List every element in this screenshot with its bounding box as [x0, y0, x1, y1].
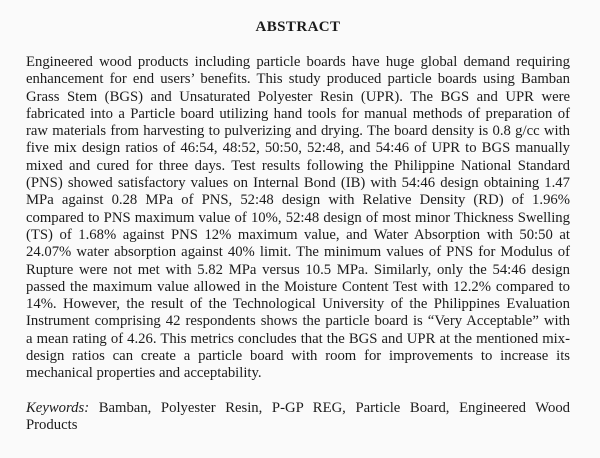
abstract-paragraph: Engineered wood products including parti…	[26, 54, 570, 383]
abstract-line: mixed and cured for three days. Test res…	[26, 157, 570, 174]
abstract-line: enhancement for end users’ benefits. Thi…	[26, 71, 570, 88]
keywords-section: Keywords: Bamban, Polyester Resin, P-GP …	[26, 400, 570, 435]
abstract-line: 24.07% water absorption against 40% limi…	[26, 244, 570, 261]
abstract-line: passed the maximum value allowed in the …	[26, 278, 570, 295]
abstract-line: compared to PNS maximum value of 10%, 52…	[26, 209, 570, 226]
abstract-line: (TS) of 1.68% against PNS 12% maximum va…	[26, 226, 570, 243]
abstract-line: (PNS) showed satisfactory values on Inte…	[26, 175, 570, 192]
abstract-line: a mean rating of 4.26. This metrics conc…	[26, 330, 570, 347]
keywords-label: Keywords:	[26, 399, 90, 416]
abstract-line: 14%. However, the result of the Technolo…	[26, 296, 570, 313]
abstract-line: mechanical properties and acceptability.	[26, 365, 262, 382]
abstract-line: raw materials from harvesting to pulveri…	[26, 123, 570, 140]
abstract-line: MPa against 0.28 MPa of PNS, 52:48 desig…	[26, 192, 570, 209]
abstract-line: five mix design ratios of 46:54, 48:52, …	[26, 140, 570, 157]
abstract-line: Instrument comprising 42 respondents sho…	[26, 313, 570, 330]
abstract-line: fabricated into a Particle board utilizi…	[26, 105, 570, 122]
keywords-line: Keywords: Bamban, Polyester Resin, P-GP …	[26, 400, 570, 417]
abstract-line: Engineered wood products including parti…	[26, 54, 570, 70]
abstract-line: Rupture were not met with 5.82 MPa versu…	[26, 261, 570, 278]
abstract-heading: ABSTRACT	[255, 19, 341, 35]
abstract-line: design ratios can create a particle boar…	[26, 348, 570, 365]
keywords-text-overflow: Products	[26, 416, 78, 433]
keywords-text: Bamban, Polyester Resin, P-GP REG, Parti…	[98, 399, 571, 416]
abstract-line: Grass Stem (BGS) and Unsaturated Polyest…	[26, 88, 570, 105]
